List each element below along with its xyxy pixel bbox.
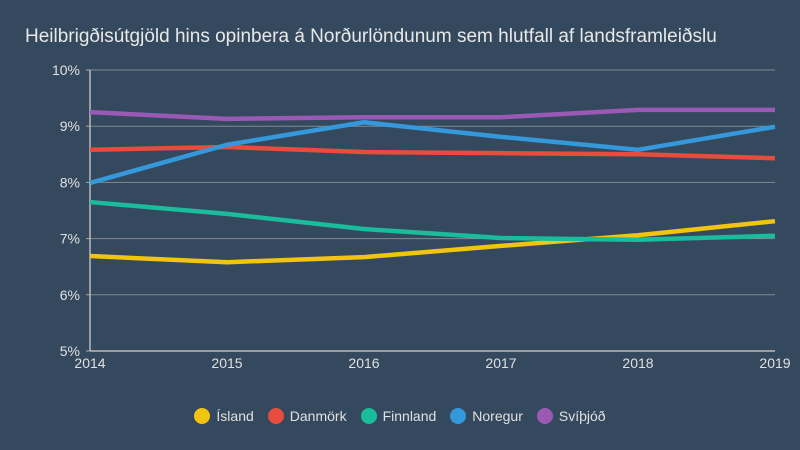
series-line-Danmörk (89, 144, 776, 161)
legend-item[interactable]: Danmörk (267, 408, 347, 424)
y-tick-label: 9% (60, 118, 80, 134)
legend-label: Svíþjóð (558, 408, 606, 424)
y-tick-label: 10% (52, 62, 80, 78)
x-tick-label: 2017 (485, 355, 516, 371)
legend-swatch (450, 408, 467, 424)
legend-item[interactable]: Finnland (360, 408, 437, 424)
legend: Ísland Danmörk Finnland Noregur Svíþjóð (0, 408, 800, 424)
series-line-Finnland (89, 199, 776, 242)
x-tick-label: 2014 (74, 355, 105, 371)
chart-title: Heilbrigðisútgjöld hins opinbera á Norðu… (25, 26, 717, 47)
x-tick-label: 2015 (211, 355, 242, 371)
legend-label: Danmörk (289, 408, 347, 424)
y-tick-label: 5% (60, 343, 80, 359)
legend-label: Noregur (472, 408, 523, 424)
series-line-Svíþjóð (89, 107, 775, 122)
legend-item[interactable]: Svíþjóð (536, 408, 606, 424)
legend-swatch (360, 408, 377, 424)
legend-swatch (536, 408, 553, 424)
x-tick-label: 2016 (348, 355, 379, 371)
series-line-Ísland (89, 218, 776, 265)
x-tick-label: 2018 (622, 355, 653, 371)
y-tick-label: 7% (60, 231, 80, 247)
legend-label: Ísland (216, 408, 254, 424)
legend-swatch (267, 408, 284, 424)
legend-item[interactable]: Noregur (450, 408, 523, 424)
series-line-Noregur (89, 120, 776, 186)
y-tick-label: 6% (60, 287, 80, 303)
legend-label: Finnland (382, 408, 437, 424)
y-tick-label: 8% (60, 174, 80, 190)
legend-item[interactable]: Ísland (194, 408, 254, 424)
x-tick-label: 2019 (759, 355, 790, 371)
legend-swatch (194, 408, 211, 424)
